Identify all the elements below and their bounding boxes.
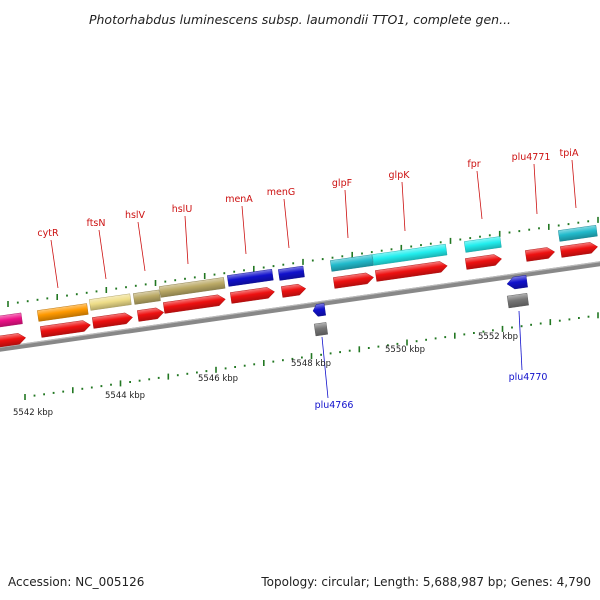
gene-cytR-bar [36, 303, 89, 322]
gene-menA-bar [226, 268, 274, 287]
gene-ftsN-bar [88, 293, 132, 311]
scale-label-5548: 5548 kbp [291, 359, 331, 369]
cds-arrow-9 [464, 254, 502, 270]
cds-arrow-2 [91, 312, 133, 329]
scale-label-5550: 5550 kbp [385, 345, 425, 355]
accession: Accession: NC_005126 [8, 575, 144, 589]
scale-label-5542: 5542 kbp [13, 408, 53, 418]
backbone [0, 261, 600, 352]
gene-label-cytR: cytR [37, 228, 59, 289]
cds-arrow-10 [524, 247, 556, 262]
gene-fpr-bar [463, 236, 502, 253]
gene-label-glpF: glpF [332, 178, 352, 239]
gene-label-ftsN: ftsN [87, 218, 107, 280]
gene-label-glpK: glpK [389, 170, 411, 232]
scale-label-5552: 5552 kbp [478, 332, 518, 342]
cds-arrow-11 [559, 242, 598, 258]
lower-tick-row [24, 312, 599, 400]
gene-hslU-bar [158, 277, 226, 298]
gene-label-plu4766: plu4766 [315, 336, 354, 411]
gene-label-text: fpr [467, 159, 480, 170]
cds-arrow-5 [229, 287, 275, 304]
gene-label-fpr: fpr [467, 159, 483, 220]
gene-label-text: plu4771 [512, 152, 551, 163]
gene-features [0, 224, 598, 348]
gene-hslV-bar [132, 289, 161, 305]
gene-label-text: ftsN [87, 218, 106, 229]
scale-ticks [7, 216, 599, 400]
gene-plu4770-block [506, 293, 529, 309]
scale-label-5546: 5546 kbp [198, 374, 238, 384]
gene-labels: cytR ftsN hslV hslU menA menG glpF glpK fpr plu47… [37, 148, 579, 411]
cds-arrow-8 [374, 261, 448, 282]
gene-label-hslV: hslV [125, 210, 146, 272]
cds-arrow-3 [136, 307, 165, 322]
map-title: Photorhabdus luminescens subsp. laumondi… [89, 12, 511, 27]
scale-labels: 5542 kbp 5544 kbp 5546 kbp 5548 kbp 5550… [13, 332, 518, 418]
cds-arrow-0 [0, 333, 27, 348]
gene-label-menG: menG [267, 187, 295, 249]
gene-plu4770-arrow [506, 275, 528, 290]
map-summary: Topology: circular; Length: 5,688,987 bp… [260, 575, 591, 589]
gene-label-hslU: hslU [172, 204, 193, 265]
gene-label-text: menA [225, 194, 253, 205]
gene-label-tpiA: tpiA [560, 148, 579, 209]
gene-label-text: tpiA [560, 148, 579, 159]
gene-label-text: hslU [172, 204, 193, 215]
cds-arrow-4 [162, 294, 226, 314]
gene-label-text: glpK [389, 170, 411, 181]
gene-label-text: menG [267, 187, 295, 198]
cds-arrow-7 [332, 272, 374, 289]
gene-label-text: hslV [125, 210, 146, 221]
gene-label-plu4770: plu4770 [509, 310, 548, 383]
gene-label-text: cytR [37, 228, 59, 239]
gene-plu4766-arrow [312, 303, 326, 317]
gene-plu4766-block [313, 322, 328, 337]
gene-label-menA: menA [225, 194, 253, 255]
cds-arrow-1 [39, 320, 91, 338]
gene-tpiA-bar [557, 224, 598, 242]
gene-menG-bar [277, 265, 305, 281]
scale-label-5544: 5544 kbp [105, 391, 145, 401]
gene-label-text: plu4770 [509, 372, 548, 383]
gene-glpF-bar [329, 254, 374, 272]
cds-arrow-6 [280, 283, 307, 298]
gene-label-plu4771: plu4771 [512, 152, 551, 215]
upper-tick-row [7, 216, 599, 307]
gene-glpK-bar [371, 243, 448, 266]
gene-partial-bar [0, 312, 23, 328]
gene-label-text: plu4766 [315, 400, 354, 411]
gene-label-text: glpF [332, 178, 352, 189]
